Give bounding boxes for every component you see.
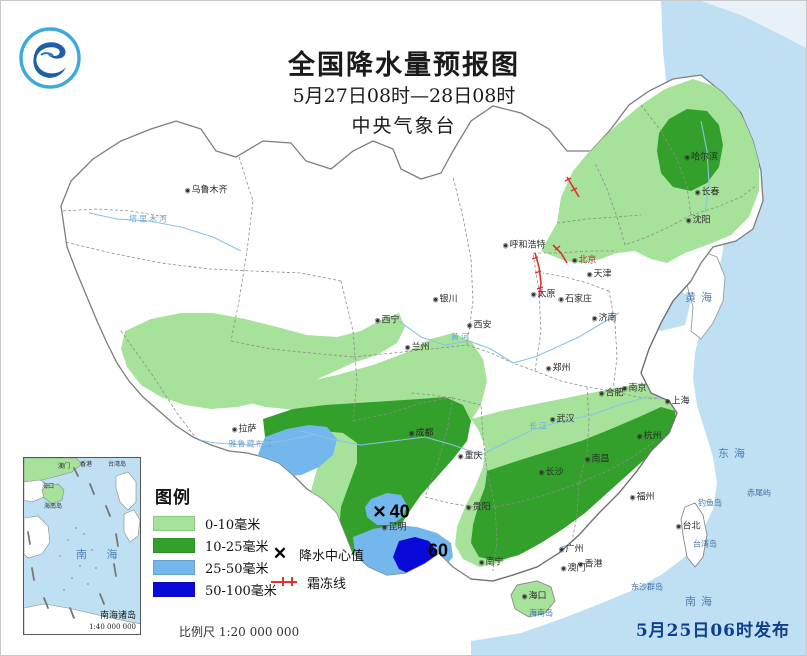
legend-item: 10-25毫米 [153,536,358,555]
island-label: 东沙群岛 [631,582,663,592]
legend: 图例 0-10毫米 10-25毫米 25-50毫米 50-100毫米 ✕ 降水中… [153,483,364,599]
inset-title: 南海诸岛 [99,611,136,622]
city-label: 拉萨 [231,422,257,435]
city-label: 海口 [521,589,547,602]
frost-line-icon [271,577,297,587]
city-label: 上海 [664,394,690,407]
legend-label: 10-25毫米 [205,539,269,555]
island-label: 台湾岛 [693,539,717,549]
legend-symbol-item: 霜冻线 [271,571,364,593]
page-title: 全国降水量预报图 [288,50,520,81]
precip-center-marker: ✕ 40 [372,502,409,523]
svg-text:海南岛: 海南岛 [44,502,62,510]
city-label: 太原 [530,287,556,300]
svg-text:澳门: 澳门 [58,462,70,470]
city-label: 哈尔滨 [684,150,718,163]
precip-band-25-50-yunnan-center [365,493,407,525]
issued-timestamp: 5月25日06时发布 [635,621,790,641]
sea-label: 黄海 [685,291,717,304]
legend-symbols: ✕ 降水中心值 霜冻线 [271,543,364,599]
inset-scale: 1:40 000 000 [89,623,136,631]
city-label: 郑州 [545,361,571,374]
precip-center-marker: 60 [428,541,448,562]
city-label: 杭州 [636,429,662,442]
svg-text:海口: 海口 [42,482,54,490]
legend-swatch-50-100 [153,581,195,597]
river-label: 塔里木河 [129,214,169,224]
precip-center-x-icon: ✕ [372,502,387,522]
coastline-layer [470,280,692,582]
island-label: 海南岛 [529,608,553,618]
legend-label: 25-50毫米 [205,561,269,577]
svg-text:南 海: 南 海 [76,547,126,561]
legend-title: 图例 [155,488,191,508]
city-label: 合肥 [598,386,624,399]
legend-item: 0-10毫米 [153,514,358,533]
precip-center-x-icon: ✕ [272,544,288,563]
city-label: 长沙 [538,465,564,478]
legend-label: 50-100毫米 [205,583,277,599]
rivers-layer [88,120,710,548]
legend-symbol-item: ✕ 降水中心值 [271,543,364,565]
island-label: 赤尾屿 [747,488,771,498]
city-label: 长春 [694,185,720,198]
precip-band-0-10-tibet-west [121,313,405,409]
city-label: 福州 [629,490,655,503]
city-label: 台北 [675,519,701,532]
city-label: 银川 [432,292,458,305]
svg-text:香港: 香港 [80,460,92,468]
city-label: 兰州 [404,340,430,353]
legend-item: 25-50毫米 [153,558,358,577]
city-label: 澳门 [560,561,586,574]
city-label: 南京 [621,381,647,394]
map-scale: 比例尺 1:20 000 000 [179,625,300,639]
city-label: 南宁 [478,555,504,568]
south-china-sea-inset: 南 海 海口 海南岛 澳门 香港 台湾岛 南海诸岛 1:40 000 000 [23,457,141,635]
city-label: 武汉 [549,412,575,425]
forecast-period: 5月27日08时—28日08时 [292,85,516,107]
city-label: 重庆 [457,449,483,462]
city-label: 乌鲁木齐 [184,183,228,196]
sea-label: 东海 [718,447,750,460]
city-label: 西宁 [374,313,400,326]
city-label: 昆明 [381,520,407,533]
inset-map: 南 海 海口 海南岛 澳门 香港 台湾岛 [24,458,140,634]
legend-swatch-25-50 [153,559,195,575]
city-label: 济南 [591,311,617,324]
city-label: 呼和浩特 [502,238,546,251]
sea-label: 南海 [685,595,717,608]
legend-swatch-10-25 [153,537,195,553]
cma-dragon-logo-icon [19,27,81,89]
island-label: 钓鱼岛 [698,498,722,508]
river-label: 雅鲁藏布江 [228,439,274,449]
precip-center-value: 40 [389,501,410,522]
city-label: 香港 [577,557,603,570]
legend-label: 降水中心值 [299,548,365,564]
river-label: 长江 [529,421,549,431]
precip-band-10-25-south-belt [471,407,675,561]
river-label: 黄河 [451,332,471,342]
city-label: 天津 [586,267,612,280]
city-label: 成都 [408,426,434,439]
city-label: 北京 [571,253,597,266]
city-label: 石家庄 [558,292,592,305]
legend-label: 霜冻线 [307,576,347,592]
city-label: 南昌 [584,452,610,465]
svg-text:台湾岛: 台湾岛 [108,460,126,468]
city-label: 沈阳 [685,213,711,226]
precip-center-value: 60 [427,540,449,561]
city-label: 西安 [466,318,492,331]
city-label: 广州 [558,542,584,555]
city-label: 贵阳 [465,500,491,513]
legend-swatch-0-10 [153,515,195,531]
legend-item: 50-100毫米 [153,580,358,599]
issuing-agency: 中央气象台 [351,115,457,137]
legend-label: 0-10毫米 [205,517,261,533]
